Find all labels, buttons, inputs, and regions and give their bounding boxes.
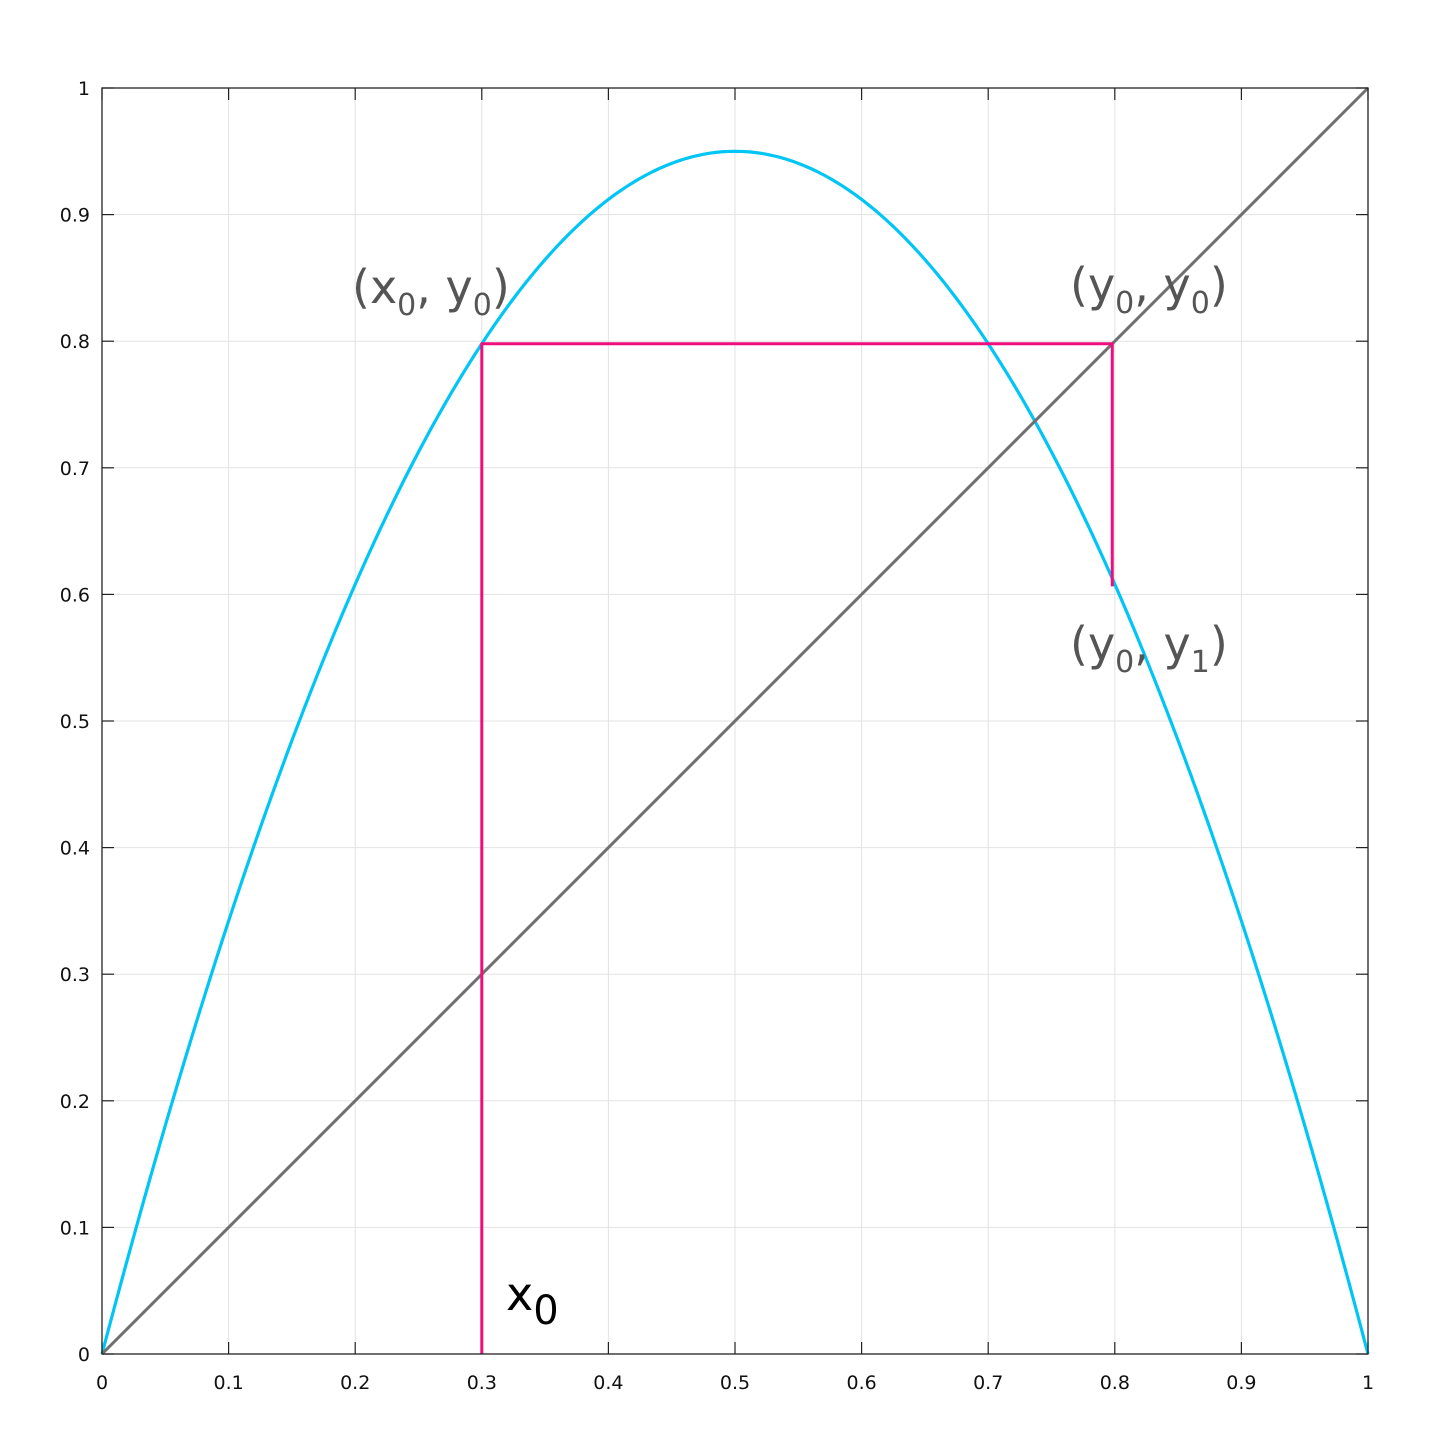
x-tick-label: 1 <box>1362 1372 1374 1394</box>
identity-line <box>100 86 1370 1356</box>
y-tick-label: 0.4 <box>60 838 90 860</box>
x-tick-label: 0 <box>96 1372 108 1394</box>
y-tick-label: 0.7 <box>60 458 90 480</box>
annotation-y0-y0: (y0, y0) <box>1070 258 1228 321</box>
y-tick-label: 1 <box>78 78 90 100</box>
annotation-y0-y1: (y0, y1) <box>1070 617 1228 680</box>
x-tick-label: 0.7 <box>973 1372 1003 1394</box>
x-tick-label: 0.2 <box>340 1372 370 1394</box>
y-tick-label: 0.6 <box>60 584 90 606</box>
y-tick-label: 0.9 <box>60 205 90 227</box>
x-tick-label: 0.1 <box>213 1372 243 1394</box>
y-tick-label: 0.5 <box>60 711 90 733</box>
x-tick-label: 0.3 <box>467 1372 497 1394</box>
series-layer <box>100 86 1370 1356</box>
x-tick-label: 0.8 <box>1100 1372 1130 1394</box>
logistic-curve <box>100 149 1370 1355</box>
y-tick-label: 0 <box>78 1344 90 1366</box>
y-tick-label: 0.1 <box>60 1217 90 1239</box>
annotation-x0-y0: (x0, y0) <box>352 260 510 323</box>
x-tick-label: 0.6 <box>846 1372 876 1394</box>
x-tick-label: 0.4 <box>593 1372 623 1394</box>
plot-frame <box>101 87 1369 1355</box>
x-tick-labels: 0 0.1 0.2 0.3 0.4 0.5 0.6 0.7 0.8 0.9 1 <box>96 1372 1374 1394</box>
x-tick-label: 0.5 <box>720 1372 750 1394</box>
y-tick-label: 0.8 <box>60 331 90 353</box>
annotation-x0: x0 <box>506 1267 559 1334</box>
x-tick-label: 0.9 <box>1226 1372 1256 1394</box>
cobweb-path <box>480 342 1114 1354</box>
y-tick-label: 0.3 <box>60 964 90 986</box>
y-tick-labels: 0 0.1 0.2 0.3 0.4 0.5 0.6 0.7 0.8 0.9 1 <box>60 78 90 1366</box>
y-tick-label: 0.2 <box>60 1091 90 1113</box>
